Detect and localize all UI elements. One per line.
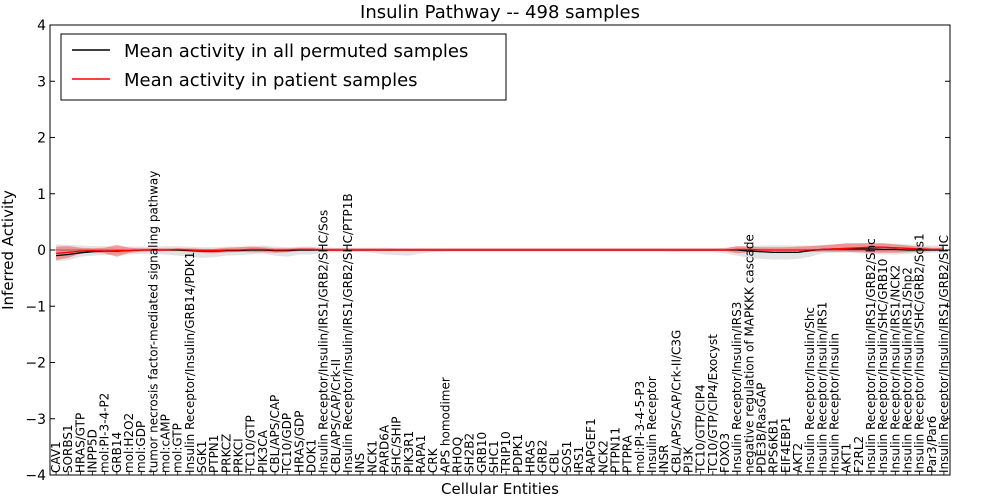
x-tick-label: PI3K <box>682 446 696 473</box>
x-tick-label: mol:H2O2 <box>122 413 136 473</box>
x-tick-label: HRAS/GTP <box>73 413 87 473</box>
x-tick-label: Insulin Receptor/Insulin <box>828 333 842 473</box>
chart-title: Insulin Pathway -- 498 samples <box>360 2 640 23</box>
x-tick-label: APS homodimer <box>438 377 452 473</box>
x-tick-label: INSR <box>657 445 671 473</box>
x-tick-label: TC10/GTP/CIP4 <box>694 384 708 474</box>
x-tick-label: PDE3B/RasGAP <box>755 383 769 473</box>
y-tick-label: −1 <box>25 299 46 315</box>
legend-box <box>60 33 507 101</box>
y-axis-ticks: 4 3 2 1 0 −1 −2 −3 −4 <box>25 18 950 484</box>
legend-label-permuted: Mean activity in all permuted samples <box>124 41 468 62</box>
x-tick-label: mol:GDP <box>134 421 148 473</box>
x-tick-label: Insulin Receptor/Insulin/GRB14/PDK1 <box>183 252 197 473</box>
y-tick-label: −2 <box>25 356 46 372</box>
x-tick-label: tumor necrosis factor-mediated signaling… <box>146 171 160 473</box>
x-tick-label: mol:PI-3-4-P2 <box>98 393 112 473</box>
x-tick-label: PDPK1 <box>511 434 525 473</box>
x-tick-label: PTPRA <box>621 434 635 473</box>
x-tick-label: Insulin Receptor/Insulin/IRS1/GRB2/Shc <box>864 238 878 473</box>
x-tick-label: Insulin Receptor/Insulin/IRS1/GRB2/SHC/P… <box>341 193 355 473</box>
x-tick-label: RPS6KB1 <box>767 418 781 473</box>
x-tick-label: RAPA1 <box>414 435 428 473</box>
x-tick-label: Insulin Receptor/Insulin/SHC/GRB2/Sos1 <box>913 233 927 473</box>
x-tick-label: CBL <box>548 449 562 473</box>
x-tick-label: CBL/APS/CAP/Crk-II/C3G <box>669 330 683 473</box>
x-tick-label: PRKCZ <box>219 434 233 473</box>
legend-label-patient: Mean activity in patient samples <box>124 70 418 91</box>
x-tick-label: IRS1 <box>572 446 586 473</box>
y-tick-label: −3 <box>25 412 46 428</box>
y-tick-label: −4 <box>25 468 46 484</box>
x-tick-label: Insulin Receptor/Insulin/IRS1 <box>815 302 829 473</box>
x-tick-label: Insulin Receptor/Insulin/IRS1/GRB2/SHC/S… <box>317 210 331 473</box>
x-tick-label: GRB2 <box>536 439 550 473</box>
x-tick-label: Insulin Receptor/Insulin/IRS1/NCK2 <box>888 265 902 473</box>
x-tick-label: PTPN1 <box>207 435 221 473</box>
x-tick-label: CAV1 <box>49 441 63 473</box>
band-mean-activity-in-all-permuted-samples <box>56 243 944 262</box>
band-mean-activity-in-patient-samples <box>56 243 944 261</box>
x-tick-label: SORBS1 <box>61 424 75 473</box>
x-tick-label: INPP5D <box>86 429 100 473</box>
x-tick-label: EIF4EBP1 <box>779 417 793 473</box>
y-axis-label: Inferred Activity <box>0 190 17 310</box>
x-tick-label: Insulin Receptor/Insulin/IRS1/GRB2/SHC <box>937 235 951 473</box>
x-tick-label: TRIP10 <box>499 431 513 474</box>
x-tick-label: TC10/GTP <box>244 415 258 474</box>
y-tick-label: 4 <box>37 18 46 34</box>
x-tick-label: mol:PI-3-4-5-P3 <box>633 381 647 473</box>
x-tick-label: Insulin Receptor/Insulin/IRS1/Shp2 <box>900 267 914 473</box>
x-tick-label: Par3/Par6 <box>925 416 939 473</box>
x-tick-label: F2RL2 <box>852 436 866 473</box>
x-tick-label: SGK1 <box>195 441 209 473</box>
x-tick-label: CBL/APS/CAP <box>268 395 282 473</box>
x-tick-label: RHOQ <box>450 437 464 473</box>
legend: Mean activity in all permuted samples Me… <box>60 33 507 101</box>
x-tick-label: SOS1 <box>560 441 574 473</box>
x-tick-label: Insulin Receptor/Insulin/Shc <box>803 307 817 473</box>
x-tick-label: HRAS <box>523 440 537 473</box>
y-tick-label: 2 <box>37 131 46 147</box>
x-axis-label: Cellular Entities <box>441 480 559 498</box>
x-tick-label: AKT1 <box>840 443 854 473</box>
y-tick-label: 3 <box>37 74 46 90</box>
x-tick-label: mol:cAMP <box>159 414 173 473</box>
x-tick-label: GRB10 <box>475 432 489 473</box>
axes-frame <box>49 24 951 476</box>
x-tick-label: SHC/SHIP <box>390 417 404 473</box>
x-tick-label: PIK3CA <box>256 429 270 473</box>
x-tick-label: PIK3R1 <box>402 431 416 473</box>
x-tick-label: GRB14 <box>110 432 124 473</box>
x-tick-label: Insulin Receptor <box>645 376 659 473</box>
x-tick-label: SH2B2 <box>463 433 477 473</box>
x-tick-label: HRAS/GDP <box>292 410 306 473</box>
x-tick-label: TC10/GTP/CIP4/Exocyst <box>706 334 720 474</box>
x-tick-label: FOXO3 <box>718 433 732 473</box>
x-tick-label: Insulin Receptor/Insulin/IRS3 <box>730 302 744 473</box>
x-tick-label: PRKCI <box>232 438 246 473</box>
line-mean-activity-in-patient-samples <box>56 246 944 255</box>
x-tick-label: PARD6A <box>378 424 392 473</box>
x-tick-label: NCK2 <box>596 440 610 473</box>
x-tick-label: INS <box>353 453 367 473</box>
y-tick-label: 0 <box>37 243 46 259</box>
x-tick-label: mol:GTP <box>171 423 185 473</box>
x-tick-label: negative regulation of MAPKKK cascade <box>742 234 756 473</box>
x-tick-label: CRK <box>426 447 440 473</box>
x-tick-label: RAPGEF1 <box>584 418 598 473</box>
x-tick-label: DOK1 <box>305 439 319 473</box>
x-tick-label: Insulin Receptor/Insulin/SHC/GRB10 <box>876 259 890 473</box>
x-tick-label: TC10/GDP <box>280 413 294 474</box>
x-tick-label: PTPN11 <box>609 427 623 473</box>
x-tick-label: SHC1 <box>487 440 501 473</box>
x-tick-label: AKT2 <box>791 443 805 473</box>
plot-area <box>50 243 950 262</box>
x-tick-label: NCK1 <box>365 440 379 473</box>
y-tick-label: 1 <box>37 187 46 203</box>
x-tick-label: CBL/APS/CAP/Crk-II <box>329 359 343 473</box>
x-axis-tick-labels: CAV1SORBS1HRAS/GTPINPP5Dmol:PI-3-4-P2GRB… <box>49 171 951 475</box>
